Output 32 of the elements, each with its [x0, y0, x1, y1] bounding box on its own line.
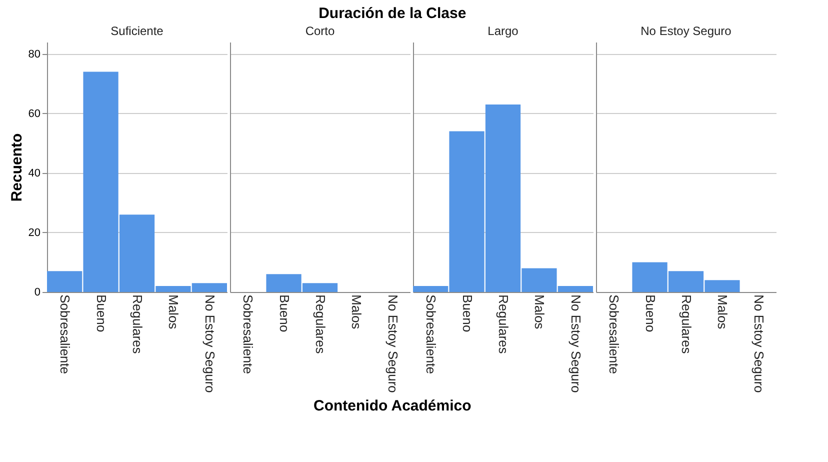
x-tick-label: Malos — [349, 294, 364, 330]
x-tick-label: Sobresaliente — [606, 294, 622, 374]
x-tick-label: Malos — [715, 294, 730, 330]
y-tick-label: 20 — [28, 226, 40, 239]
x-tick-label: Bueno — [276, 294, 292, 332]
y-tick-label: 60 — [28, 108, 40, 120]
chart-subtitle: Corto — [305, 24, 335, 38]
y-tick-label: 0 — [34, 286, 40, 298]
x-tick-label: No Estoy Seguro — [385, 294, 400, 393]
y-axis-title: Recuento — [8, 133, 26, 202]
x-tick-label: Malos — [166, 294, 182, 330]
chart-subtitle: Largo — [488, 24, 519, 38]
x-tick-label: No Estoy Seguro — [568, 294, 584, 393]
x-tick-label: Sobresaliente — [240, 294, 256, 374]
x-tick-label: Regulares — [313, 294, 328, 354]
x-tick-label: Regulares — [496, 294, 511, 354]
chart-subtitle: No Estoy Seguro — [640, 24, 732, 38]
x-axis-title: Contenido Académico — [313, 397, 472, 414]
y-tick-label: 80 — [28, 48, 40, 60]
x-tick-label: Sobresaliente — [58, 294, 73, 374]
chart-title: Duración de la Clase — [318, 5, 466, 22]
x-tick-label: Regulares — [130, 294, 145, 354]
x-tick-label: Sobresaliente — [424, 294, 439, 374]
x-tick-label: No Estoy Seguro — [202, 294, 218, 393]
x-tick-label: Bueno — [460, 294, 475, 332]
chart-subtitle: Suficiente — [110, 24, 164, 38]
y-tick-label: 40 — [28, 167, 40, 180]
x-tick-label: Bueno — [642, 294, 658, 332]
x-tick-label: Regulares — [679, 294, 694, 354]
x-tick-label: Malos — [532, 294, 548, 330]
x-tick-label: Bueno — [94, 294, 109, 332]
x-tick-label: No Estoy Seguro — [751, 294, 766, 393]
